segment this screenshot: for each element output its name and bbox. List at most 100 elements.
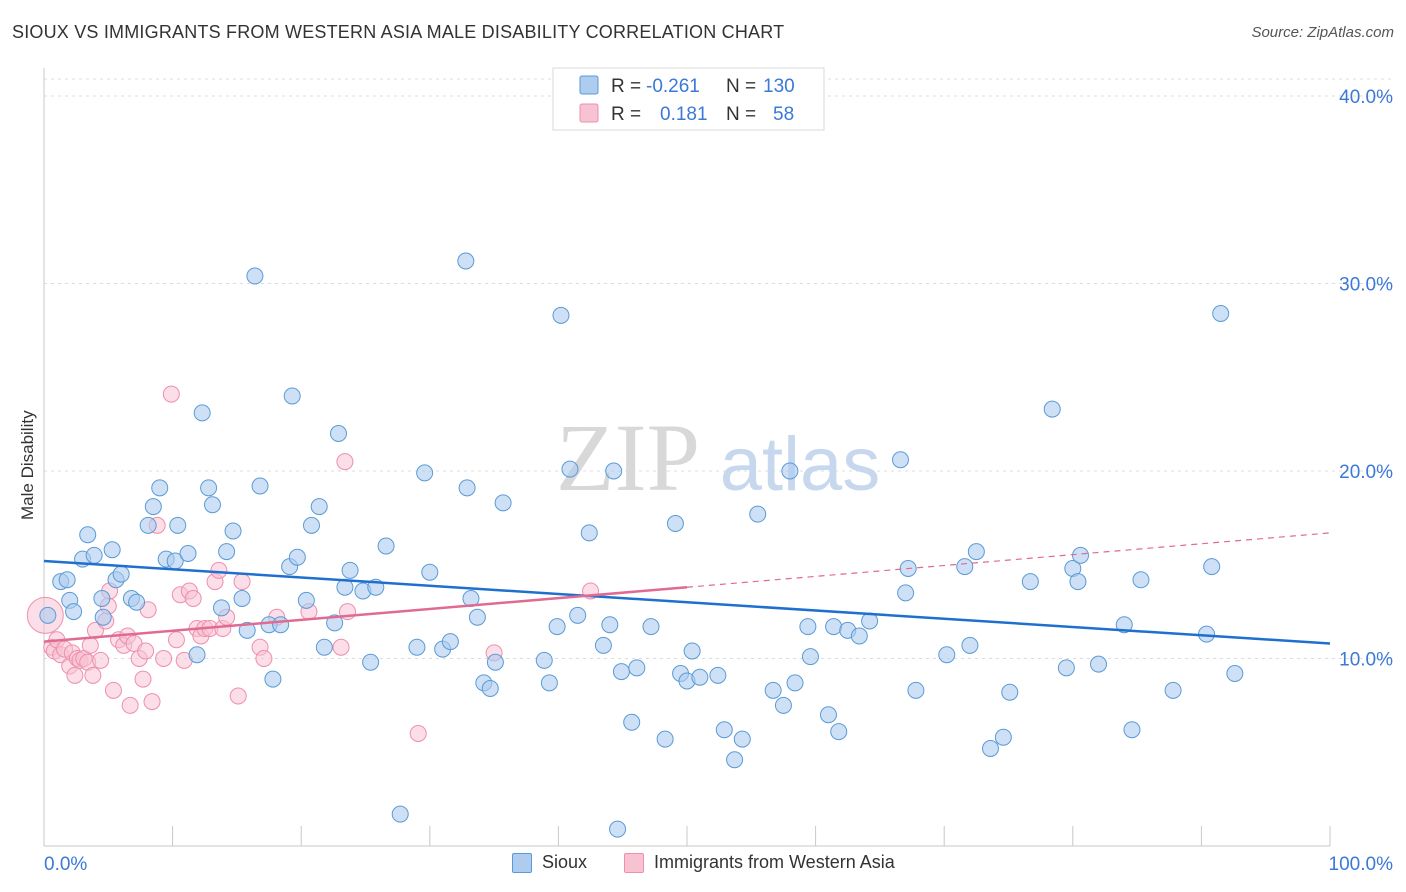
sioux-point <box>39 606 57 624</box>
sioux-point <box>93 590 111 607</box>
x-tick-label-max: 100.0% <box>1329 854 1394 875</box>
legend-wa-n-label: N = <box>726 104 756 125</box>
sioux-point <box>781 462 799 480</box>
sioux-point <box>594 636 612 654</box>
sioux-point <box>416 464 434 482</box>
sioux-point <box>151 479 169 497</box>
sioux-point <box>58 571 76 589</box>
sioux-point <box>458 479 476 497</box>
sioux-point <box>609 820 627 838</box>
sioux-point <box>302 516 320 534</box>
sioux-point <box>326 614 344 632</box>
sioux-point <box>1226 665 1244 682</box>
sioux-point <box>799 618 817 636</box>
sioux-point <box>749 505 767 523</box>
sioux-point <box>938 646 956 664</box>
sioux-point <box>1090 655 1108 673</box>
sioux-point <box>315 638 333 656</box>
legend-bottom-sioux: Sioux <box>512 852 587 873</box>
sioux-point <box>200 479 218 497</box>
sioux-point <box>580 524 598 542</box>
sioux-point <box>569 606 587 624</box>
legend-sioux-n-value: 130 <box>763 76 795 97</box>
sioux-point <box>218 543 236 561</box>
sioux-point <box>103 541 121 559</box>
grid-lines <box>44 78 1395 659</box>
watermark-zip: ZIP <box>556 404 700 511</box>
wa-point <box>134 670 152 688</box>
sioux-point <box>774 696 792 714</box>
sioux-point <box>272 616 290 634</box>
sioux-point <box>391 805 409 823</box>
sioux-point <box>1072 546 1090 564</box>
sioux-point <box>288 548 306 566</box>
legend-top: R = -0.261 N = 130 R = 0.181 N = 58 <box>552 67 825 131</box>
sioux-point <box>726 751 744 769</box>
wa-trend-line <box>43 586 688 643</box>
sioux-point <box>310 498 328 516</box>
wa-point <box>92 651 110 669</box>
sioux-point <box>377 537 395 555</box>
wa-point <box>84 666 102 684</box>
tick-labels: 10.0% 20.0% 30.0% 40.0% 0.0% 100.0% <box>44 87 1393 875</box>
sioux-point <box>891 451 909 469</box>
sioux-point <box>486 653 504 671</box>
wa-point <box>409 725 427 742</box>
wa-point <box>162 385 180 403</box>
wa-point <box>336 453 354 471</box>
legend-bottom-wa-label: Immigrants from Western Asia <box>654 852 895 872</box>
sioux-point <box>85 546 103 564</box>
sioux-point <box>179 545 197 562</box>
sioux-point <box>94 608 112 626</box>
sioux-point <box>825 618 843 636</box>
legend-bottom-wa-swatch <box>624 852 644 873</box>
sioux-point <box>819 706 837 724</box>
legend-sioux-n-label: N = <box>726 76 756 97</box>
sioux-point <box>1021 573 1039 591</box>
sioux-point <box>1057 659 1075 677</box>
legend-wa-swatch <box>579 103 599 123</box>
sioux-point <box>457 252 475 270</box>
sioux-point <box>238 621 256 639</box>
sioux-point <box>907 681 925 699</box>
legend-wa-n-value: 58 <box>773 104 794 125</box>
sioux-point <box>283 387 301 405</box>
x-tick-label-min: 0.0% <box>44 854 87 875</box>
wa-point <box>121 696 139 714</box>
trend-lines <box>43 532 1331 645</box>
wa-point <box>210 561 228 579</box>
wa-point <box>184 590 202 607</box>
wa-point <box>255 650 273 667</box>
legend-bottom-sioux-label: Sioux <box>542 852 588 872</box>
sioux-point <box>79 526 97 544</box>
sioux-point <box>224 522 242 540</box>
sioux-point <box>786 674 804 692</box>
sioux-point <box>548 618 566 636</box>
legend-wa-r-label: R = <box>611 104 641 125</box>
sioux-point <box>65 603 83 621</box>
sioux-point <box>112 565 130 583</box>
sioux-point <box>441 633 459 651</box>
sioux-point <box>764 681 782 699</box>
sioux-point <box>623 713 641 731</box>
chart-title: SIOUX VS IMMIGRANTS FROM WESTERN ASIA MA… <box>12 22 785 42</box>
sioux-point <box>169 516 187 534</box>
legend-bottom-sioux-swatch <box>512 852 532 873</box>
wa-point <box>233 573 251 591</box>
sioux-point <box>408 638 426 656</box>
sioux-point <box>1043 400 1061 418</box>
sioux-point <box>1203 558 1221 576</box>
wa-point <box>81 636 99 654</box>
sioux-point <box>801 648 819 666</box>
sioux-point <box>188 646 206 664</box>
sioux-point <box>656 730 674 748</box>
y-tick-label-20: 20.0% <box>1339 462 1393 483</box>
sioux-trend-line <box>43 559 1331 645</box>
wa-trend-extension <box>686 532 1331 588</box>
wa-point <box>332 638 350 656</box>
y-tick-label-40: 40.0% <box>1339 87 1393 108</box>
sioux-point <box>850 627 868 645</box>
sioux-point <box>666 515 684 532</box>
sioux-point <box>421 563 439 581</box>
sioux-point <box>612 663 630 681</box>
